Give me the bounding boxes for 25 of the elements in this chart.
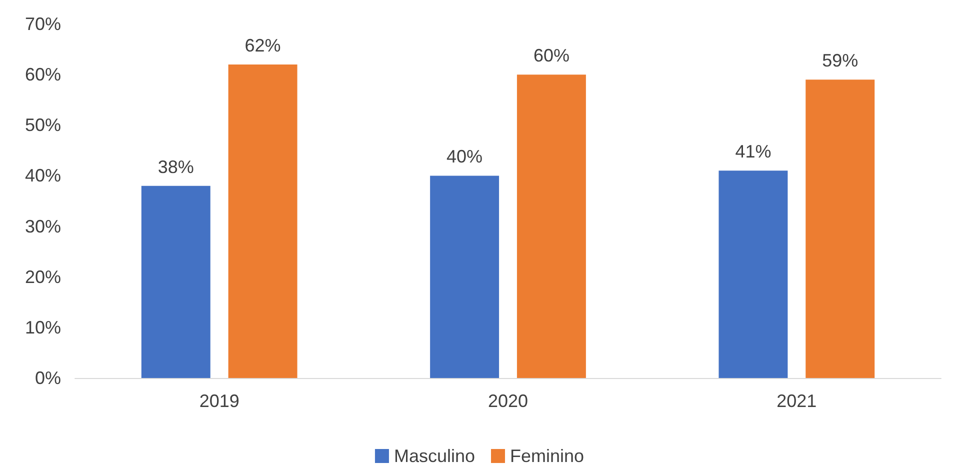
legend-label: Feminino [510, 446, 584, 466]
y-tick-label: 60% [24, 64, 61, 85]
data-label: 41% [735, 142, 772, 162]
y-tick-label: 50% [24, 115, 61, 136]
x-tick-label: 2021 [776, 391, 817, 411]
y-tick-label: 20% [24, 266, 61, 287]
y-tick-label: 0% [34, 368, 61, 388]
bar [228, 64, 298, 378]
y-tick-label: 70% [24, 14, 61, 34]
bar [516, 74, 586, 378]
x-tick-label: 2019 [199, 391, 240, 411]
bar [141, 186, 210, 378]
data-label: 38% [158, 156, 194, 177]
data-label: 62% [244, 35, 281, 56]
bar [430, 176, 500, 378]
y-tick-label: 10% [24, 317, 61, 338]
x-tick-label: 2020 [488, 391, 528, 411]
data-label: 60% [533, 46, 570, 66]
legend-label: Masculino [394, 446, 476, 466]
y-tick-label: 40% [24, 166, 61, 186]
bar [806, 80, 875, 378]
y-tick-label: 30% [24, 216, 61, 236]
data-label: 40% [446, 146, 483, 167]
data-label: 59% [822, 50, 858, 71]
bar [718, 170, 788, 378]
